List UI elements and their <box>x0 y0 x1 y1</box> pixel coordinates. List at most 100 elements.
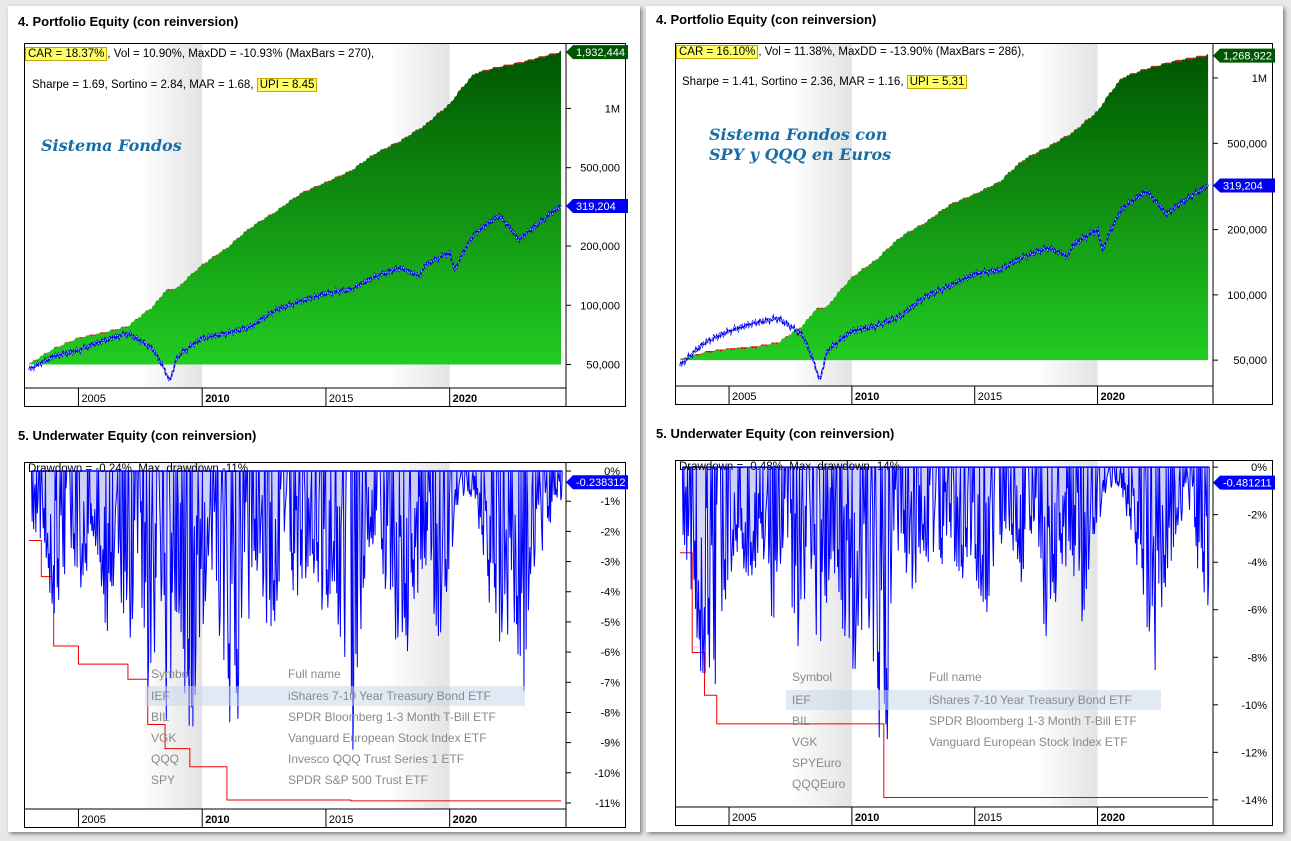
drawdown-last-value-tag-text: -0.481211 <box>1223 478 1272 490</box>
left-header-fullname: Full name <box>288 667 341 681</box>
right-drawdown-stat: Drawdown = -0.48%, Max. drawdown -14% <box>679 461 900 473</box>
y-tick-label: 200,000 <box>1227 225 1267 237</box>
right-stats-line1-rest: , Vol = 11.38%, MaxDD = -13.90% (MaxBars… <box>758 46 1025 58</box>
max-drawdown-line <box>679 552 1209 798</box>
drawdown-last-value-tag-text: -0.238312 <box>576 477 626 489</box>
right-upi-value: UPI = 5.31 <box>906 75 968 89</box>
x-tick-label: 2005 <box>732 391 756 403</box>
y-tick-label: -3% <box>600 557 620 569</box>
equity-area <box>28 50 562 365</box>
right-stats-line2: Sharpe = 1.41, Sortino = 2.36, MAR = 1.1… <box>682 75 968 89</box>
underwater-svg: 2005 2010 2015 2020 0% -1% -2% -3% -4% -5% -6% -7% -… <box>24 462 628 828</box>
y-tick-label: 1M <box>605 103 620 115</box>
benchmark-last-value-tag <box>1213 178 1275 193</box>
left-underwater-chart[interactable]: 2005 2010 2015 2020 0% -1% -2% -3% -4% -5% -6% -7% -… <box>24 462 628 828</box>
right-equity-chart[interactable]: 2005 2010 2015 2020 50,000 100,000 200,000 500,… <box>675 43 1275 405</box>
right-table-row[interactable]: IEF iShares 7-10 Year Treasury Bond ETF <box>786 690 1161 710</box>
y-tick-label: -8% <box>600 707 620 719</box>
y-tick-label: -10% <box>1241 700 1267 712</box>
left-table-header: Symbol Full name <box>145 664 525 684</box>
right-row-symbol: BIL <box>792 714 811 728</box>
right-table-row[interactable]: QQQEuro <box>786 774 1161 794</box>
right-row-symbol: VGK <box>792 735 818 749</box>
right-watermark-line1: Sistema Fondos con <box>709 125 888 144</box>
left-table-row[interactable]: QQQ Invesco QQQ Trust Series 1 ETF <box>145 749 525 769</box>
right-row-name: iShares 7-10 Year Treasury Bond ETF <box>929 693 1132 707</box>
y-tick-label: -11% <box>595 798 620 810</box>
left-equity-title: 4. Portfolio Equity (con reinversion) <box>18 14 239 29</box>
right-row-name: Vanguard European Stock Index ETF <box>929 735 1128 749</box>
right-underwater-title: 5. Underwater Equity (con reinversion) <box>656 426 895 441</box>
y-tick-label: -14% <box>1241 795 1267 807</box>
y-tick-label: -10% <box>594 768 620 780</box>
left-row-symbol: QQQ <box>151 752 180 766</box>
y-tick-label: 50,000 <box>586 360 620 372</box>
left-stats-line2-pre: Sharpe = 1.69, Sortino = 2.84, MAR = 1.6… <box>32 79 254 91</box>
left-table-row[interactable]: VGK Vanguard European Stock Index ETF <box>145 728 525 748</box>
left-header-symbol: Symbol <box>151 667 192 681</box>
x-tick-label: 2015 <box>329 814 353 826</box>
left-symbol-table: Symbol Full name IEF iShares 7-10 Year T… <box>145 664 525 804</box>
y-tick-label: 1M <box>1252 73 1267 85</box>
drawdown-last-value-tag <box>566 475 628 490</box>
y-tick-label: -7% <box>600 677 620 689</box>
x-tick-label: 2020 <box>453 393 477 405</box>
equity-last-value-tag-text: 1,932,444 <box>576 47 625 59</box>
left-row-name: SPDR Bloomberg 1-3 Month T-Bill ETF <box>288 710 496 724</box>
y-tick-label: 0% <box>604 466 620 478</box>
x-tick-label: 2010 <box>855 391 879 403</box>
y-tick-label: -12% <box>1241 747 1267 759</box>
equity-last-value-tag <box>566 45 628 60</box>
x-tick-label: 2005 <box>81 393 105 405</box>
right-underwater-chart[interactable]: 2005 2010 2015 2020 0% -2% -4% -6% -8% -10% -12% -1… <box>675 460 1275 826</box>
equity-last-value-tag-text: 1,268,922 <box>1223 51 1272 63</box>
left-panel: 4. Portfolio Equity (con reinversion) 20… <box>8 6 640 832</box>
left-row-name: Invesco QQQ Trust Series 1 ETF <box>288 752 465 766</box>
left-row-symbol: BIL <box>151 710 170 724</box>
right-row-symbol: QQQEuro <box>792 777 846 791</box>
right-header-fullname: Full name <box>929 670 982 684</box>
right-table-row[interactable]: VGK Vanguard European Stock Index ETF <box>786 732 1161 752</box>
x-tick-label: 2010 <box>205 393 229 405</box>
y-tick-label: -9% <box>600 738 620 750</box>
left-equity-chart[interactable]: 2005 2010 2015 2020 50,000 100,000 200,000 500,… <box>24 43 628 407</box>
equity-svg: 2005 2010 2015 2020 50,000 100,000 200,000 500,… <box>675 43 1275 405</box>
y-tick-label: -1% <box>600 496 620 508</box>
right-table-row[interactable]: SPYEuro <box>786 753 1161 773</box>
left-table-row[interactable]: SPY SPDR S&P 500 Trust ETF <box>145 770 525 790</box>
right-symbol-table: Symbol Full name IEF iShares 7-10 Year T… <box>786 667 1161 807</box>
left-underwater-title: 5. Underwater Equity (con reinversion) <box>18 428 257 443</box>
left-stats-line2: Sharpe = 1.69, Sortino = 2.84, MAR = 1.6… <box>32 78 318 92</box>
right-stats-line1: CAR = 16.10%, Vol = 11.38%, MaxDD = -13.… <box>676 45 1025 59</box>
y-tick-label: -4% <box>1247 557 1267 569</box>
right-stats-line2-pre: Sharpe = 1.41, Sortino = 2.36, MAR = 1.1… <box>682 76 904 88</box>
x-tick-label: 2020 <box>1101 391 1125 403</box>
y-tick-label: -4% <box>600 587 620 599</box>
y-tick-label: 50,000 <box>1233 355 1267 367</box>
right-table-row[interactable]: BIL SPDR Bloomberg 1-3 Month T-Bill ETF <box>786 711 1161 731</box>
right-car-value: CAR = 16.10% <box>676 45 759 59</box>
left-watermark: Sistema Fondos <box>41 136 182 155</box>
left-table-row[interactable]: BIL SPDR Bloomberg 1-3 Month T-Bill ETF <box>145 707 525 727</box>
y-tick-label: -6% <box>1247 605 1267 617</box>
left-car-value: CAR = 18.37% <box>25 47 108 61</box>
right-row-symbol: IEF <box>792 693 811 707</box>
benchmark-line-highlight <box>28 205 562 381</box>
right-panel: 4. Portfolio Equity (con reinversion) 20… <box>646 6 1283 832</box>
y-tick-label: 0% <box>1251 462 1267 474</box>
benchmark-last-value-tag <box>566 199 628 214</box>
y-tick-label: 500,000 <box>580 163 620 175</box>
benchmark-last-value-tag-text: 319,204 <box>576 201 616 213</box>
equity-area <box>679 54 1209 361</box>
y-tick-label: 100,000 <box>580 300 620 312</box>
x-tick-label: 2015 <box>329 393 353 405</box>
benchmark-line-highlight <box>679 184 1209 380</box>
equity-last-value-tag <box>1213 48 1275 63</box>
left-row-symbol: IEF <box>151 689 170 703</box>
left-drawdown-stat: Drawdown = -0.24%, Max. drawdown -11% <box>28 463 248 475</box>
right-table-header: Symbol Full name <box>786 667 1161 687</box>
left-table-row[interactable]: IEF iShares 7-10 Year Treasury Bond ETF <box>145 686 525 706</box>
x-tick-label: 2005 <box>732 812 756 824</box>
left-upi-value: UPI = 8.45 <box>256 78 318 92</box>
left-row-name: iShares 7-10 Year Treasury Bond ETF <box>288 689 491 703</box>
